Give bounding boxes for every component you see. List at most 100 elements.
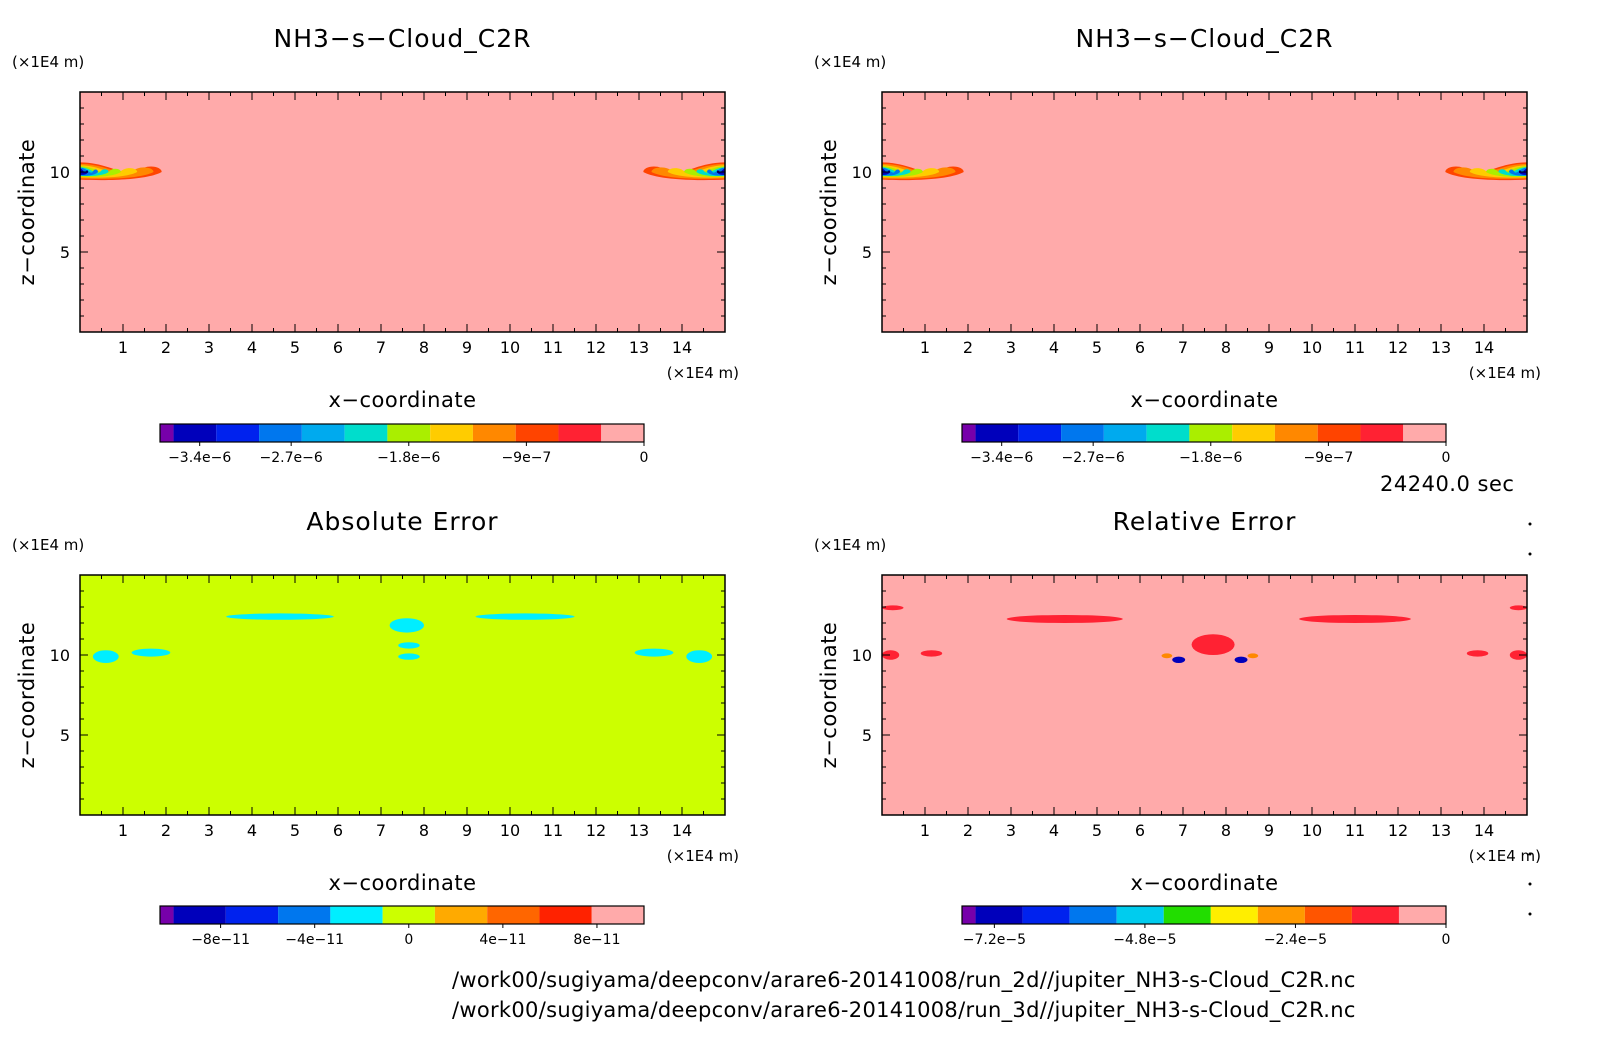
dot-markers [1528, 520, 1532, 940]
y-tick-label: 5 [862, 243, 872, 262]
colorbar-swatch [1022, 906, 1070, 924]
x-tick-label: 11 [1345, 338, 1365, 357]
colorbar-swatch [515, 424, 559, 442]
x-tick-label: 13 [1431, 821, 1451, 840]
x-tick-label: 7 [376, 338, 386, 357]
colorbar-swatch [539, 906, 592, 924]
colorbar-tick-label: 4e−11 [479, 932, 526, 948]
x-tick-label: 6 [333, 821, 343, 840]
x-tick-label: 4 [247, 821, 257, 840]
colorbar-tick-label: 0 [640, 450, 649, 466]
contour-region [1299, 615, 1411, 623]
cloud-contour [80, 168, 89, 175]
dot-marker [1528, 912, 1532, 916]
x-tick-label: 8 [1221, 338, 1231, 357]
x-tick-label: 4 [247, 338, 257, 357]
colorbar-tick-label: −4.8e−5 [1113, 932, 1176, 948]
colorbar-tick-label: 0 [404, 932, 413, 948]
y-tick-label: 5 [862, 726, 872, 745]
y-unit-label: (×1E4 m) [12, 536, 84, 554]
x-tick-label: 4 [1049, 338, 1059, 357]
colorbar-swatch [173, 424, 217, 442]
x-tick-label: 2 [963, 338, 973, 357]
x-unit-label: (×1E4 m) [1469, 364, 1541, 382]
y-tick-label: 5 [60, 726, 70, 745]
colorbar-tick-label: 0 [1442, 932, 1451, 948]
x-tick-label: 9 [1264, 338, 1274, 357]
colorbar-swatch [387, 424, 431, 442]
colorbar-swatch [278, 906, 331, 924]
x-tick-label: 13 [629, 821, 649, 840]
colorbar-swatch [1257, 906, 1305, 924]
footer-path-2d: /work00/sugiyama/deepconv/arare6-2014100… [452, 968, 1356, 992]
contour-region [398, 642, 420, 649]
contour-region [1172, 656, 1186, 663]
colorbar-swatch [160, 906, 174, 924]
x-tick-label: 6 [333, 338, 343, 357]
x-axis-label: x−coordinate [328, 871, 476, 895]
colorbar-tick-label: −1.8e−6 [1179, 450, 1242, 466]
contour-region [226, 613, 334, 620]
colorbar-tick-label: −8e−11 [191, 932, 250, 948]
colorbar-tick-label: −2.7e−6 [1062, 450, 1125, 466]
plot-background [80, 575, 725, 815]
x-tick-label: 10 [1302, 338, 1322, 357]
x-tick-label: 9 [462, 338, 472, 357]
colorbar-swatch [1232, 424, 1275, 442]
x-tick-label: 5 [1092, 338, 1102, 357]
x-tick-label: 12 [586, 821, 606, 840]
colorbar-tick-label: −3.4e−6 [970, 450, 1033, 466]
field-features [882, 605, 1527, 663]
y-axis-label: z−coordinate [817, 139, 841, 286]
x-tick-label: 9 [462, 821, 472, 840]
contour-region [1234, 656, 1248, 663]
cloud-contour [1518, 168, 1527, 175]
colorbar-tick-label: −2.7e−6 [260, 450, 323, 466]
x-axis-label: x−coordinate [328, 388, 476, 412]
dot-marker [1528, 552, 1532, 556]
panel-title: NH3−s−Cloud_C2R [274, 24, 532, 53]
colorbar-frame [961, 905, 1447, 925]
x-tick-label: 7 [1178, 821, 1188, 840]
colorbar-swatch [1317, 424, 1361, 442]
contour-region [882, 650, 900, 660]
colorbar-swatch [160, 424, 174, 442]
x-tick-label: 14 [1474, 338, 1494, 357]
x-axis-label: x−coordinate [1130, 388, 1278, 412]
colorbar-tick-label: −2.4e−5 [1264, 932, 1327, 948]
x-tick-label: 10 [1302, 821, 1322, 840]
cloud-contour [716, 168, 725, 175]
colorbar-swatch [962, 906, 976, 924]
x-tick-label: 8 [419, 338, 429, 357]
x-tick-label: 9 [1264, 821, 1274, 840]
colorbar-tick-label: −1.8e−6 [377, 450, 440, 466]
cloud-contour [882, 168, 891, 175]
colorbar-frame [961, 423, 1447, 443]
x-tick-label: 4 [1049, 821, 1059, 840]
colorbar-swatch [472, 424, 516, 442]
x-tick-label: 2 [161, 338, 171, 357]
x-tick-label: 14 [1474, 821, 1494, 840]
colorbar-swatch [434, 906, 488, 924]
colorbar-swatch [1069, 906, 1117, 924]
contour-region [1466, 650, 1489, 657]
x-tick-label: 11 [543, 821, 563, 840]
x-tick-label: 2 [161, 821, 171, 840]
y-tick-label: 10 [50, 163, 70, 182]
x-tick-label: 3 [1006, 821, 1016, 840]
plot-background [80, 92, 725, 332]
contour-region [634, 648, 674, 657]
colorbar-swatch [1210, 906, 1258, 924]
colorbar: −8e−11 −4e−11 0 4e−11 8e−11 [159, 905, 645, 948]
colorbar-swatch [1351, 906, 1399, 924]
contour-region [92, 650, 119, 663]
x-tick-label: 13 [629, 338, 649, 357]
x-tick-label: 3 [1006, 338, 1016, 357]
colorbar: −3.4e−6 −2.7e−6 −1.8e−6 −9e−7 0 [961, 423, 1450, 466]
contour-region [1191, 634, 1235, 655]
x-tick-label: 8 [419, 821, 429, 840]
y-unit-label: (×1E4 m) [12, 53, 84, 71]
colorbar-swatch [591, 906, 644, 924]
x-tick-label: 8 [1221, 821, 1231, 840]
